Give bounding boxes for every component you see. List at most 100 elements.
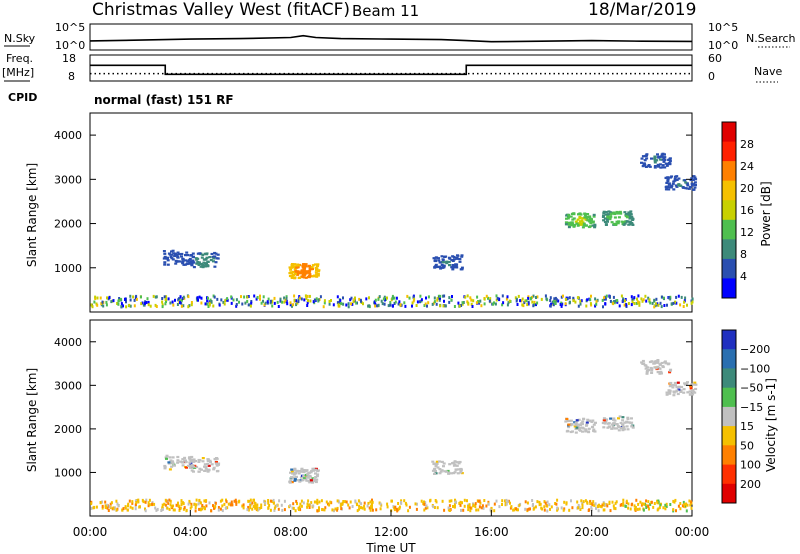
velocity-cell (116, 502, 119, 506)
velocity-cell (432, 505, 435, 509)
power-cell (165, 297, 168, 301)
velocity-cell (599, 504, 602, 508)
velocity-cell (577, 423, 581, 426)
power-cell (603, 220, 607, 224)
velocity-cell (405, 503, 408, 507)
velocity-cell (548, 503, 551, 507)
power-cell (579, 302, 582, 306)
velocity-cell (115, 508, 118, 512)
power-cell (162, 250, 166, 253)
power-cell (247, 303, 250, 307)
power-cell (655, 297, 658, 301)
power-cell (232, 298, 235, 302)
power-cell (119, 297, 122, 301)
velocity-cell (424, 506, 427, 510)
power-cell (212, 257, 216, 260)
velocity-cell (197, 470, 201, 473)
velocity-cell (625, 425, 629, 428)
velocity-cell (622, 503, 625, 507)
power-cell (644, 294, 647, 298)
velocity-cell (292, 506, 295, 510)
time-axis-label: Time UT (365, 541, 416, 554)
power-cell (147, 300, 150, 304)
power-cell (527, 302, 530, 306)
velocity-cell (190, 464, 194, 468)
power-cell (146, 297, 149, 301)
velocity-cell (314, 468, 318, 471)
velocity-frame (89, 319, 693, 517)
velocity-cell (309, 471, 313, 474)
colorbar-swatch (722, 180, 736, 201)
power-cell (259, 297, 261, 301)
colorbar-swatch (722, 445, 736, 465)
velocity-cell (147, 501, 150, 505)
power-cell (677, 177, 681, 180)
power-cell (669, 186, 673, 189)
power-cell (442, 264, 445, 267)
velocity-cell (493, 509, 496, 513)
power-cell (230, 295, 233, 299)
power-cell (616, 211, 620, 214)
velocity-cell (423, 508, 426, 512)
velocity-cell (99, 501, 102, 505)
velocity-cell (323, 508, 326, 512)
power-cell (619, 212, 623, 215)
velocity-cell (661, 365, 665, 368)
power-cell (471, 305, 474, 308)
nsearch-label: N.Search (746, 32, 796, 45)
velocity-cell (615, 500, 618, 504)
velocity-cell (298, 508, 300, 511)
power-cell (200, 301, 203, 305)
velocity-cell (567, 423, 571, 426)
velocity-cell (626, 428, 630, 431)
colorbar-tick-label: 12 (740, 226, 754, 239)
power-cell (436, 297, 439, 301)
power-cell (178, 260, 182, 263)
power-cell (683, 179, 687, 182)
power-cell (304, 276, 308, 279)
power-cell (423, 304, 426, 307)
power-cell (645, 157, 649, 160)
power-cell (313, 274, 317, 277)
velocity-cell (134, 507, 137, 511)
power-cell (448, 296, 451, 300)
power-cell (458, 260, 462, 263)
velocity-cell (656, 371, 660, 374)
power-cell (663, 166, 667, 169)
range-tick-label: 1000 (54, 262, 82, 275)
velocity-cell (197, 458, 201, 462)
velocity-cell (299, 479, 303, 482)
velocity-cell (314, 480, 318, 484)
power-cell (630, 215, 634, 218)
power-cell (432, 301, 435, 305)
velocity-cell (605, 418, 608, 421)
power-cell (640, 157, 644, 160)
colorbar-swatch (722, 161, 736, 182)
power-cell (389, 301, 392, 304)
power-cell (163, 255, 167, 258)
power-cell (630, 222, 634, 225)
power-cell (657, 155, 661, 159)
velocity-cell (512, 508, 515, 512)
freq-tick-bottom: 8 (68, 70, 75, 83)
velocity-cell (368, 506, 371, 510)
power-cell (492, 302, 495, 306)
power-cell (316, 272, 320, 275)
velocity-cell (638, 507, 641, 511)
power-cell (622, 297, 625, 301)
velocity-cell (480, 506, 483, 510)
power-cell (517, 294, 520, 298)
power-cell (206, 299, 209, 303)
velocity-cell (375, 508, 378, 512)
power-cell (458, 258, 462, 261)
velocity-cell (309, 479, 313, 482)
velocity-cell (391, 499, 393, 503)
power-cell (419, 300, 421, 304)
velocity-cell (483, 499, 486, 502)
velocity-cell (602, 419, 606, 422)
velocity-cell (108, 505, 111, 509)
velocity-cell (642, 508, 645, 512)
velocity-cell (299, 502, 302, 506)
velocity-cell (588, 508, 591, 512)
power-cell (462, 301, 465, 304)
